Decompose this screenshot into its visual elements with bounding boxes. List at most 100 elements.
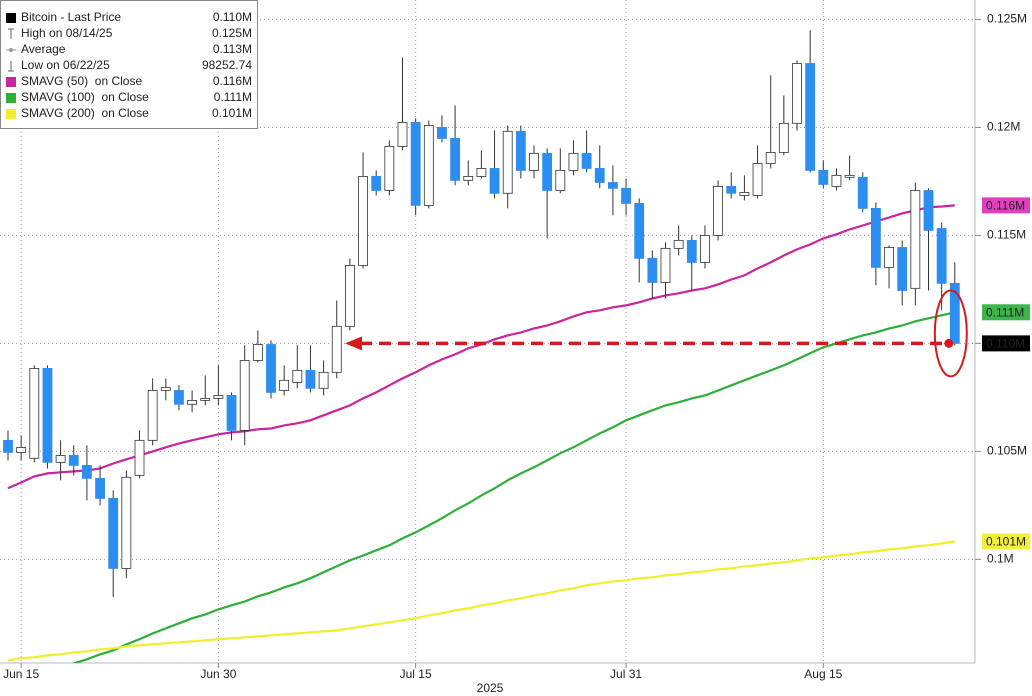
candle-body xyxy=(384,146,395,191)
legend-value: 0.110M xyxy=(213,10,252,24)
candle-body xyxy=(765,152,776,164)
candle-body xyxy=(884,247,894,268)
sma-line xyxy=(7,540,955,662)
legend-icon xyxy=(8,61,14,72)
candle-body xyxy=(213,395,224,399)
legend-icon xyxy=(9,48,13,52)
x-tick-label: Jul 15 xyxy=(400,667,432,681)
candle-body xyxy=(397,122,408,147)
candle-body xyxy=(423,125,434,206)
candle-body xyxy=(134,439,145,476)
x-tick-label: Aug 15 xyxy=(804,667,842,681)
candle-body xyxy=(147,390,158,441)
candle-body xyxy=(871,208,881,268)
candle-body xyxy=(897,247,908,291)
candle-body xyxy=(266,344,276,393)
candle-body xyxy=(555,169,566,191)
legend-label: SMAVG (100) on Close xyxy=(21,90,149,104)
legend-value: 0.113M xyxy=(213,42,252,56)
y-tick-label: 0.125M xyxy=(987,12,1027,26)
value-tag: 0.116M xyxy=(986,199,1025,213)
y-tick-label: 0.1M xyxy=(987,552,1014,566)
candle-body xyxy=(292,369,303,383)
legend-icon xyxy=(8,28,14,39)
legend-label: SMAVG (50) on Close xyxy=(21,74,142,88)
candle-body xyxy=(42,368,53,463)
candle-body xyxy=(121,476,132,569)
legend-swatch xyxy=(6,77,16,87)
candle-body xyxy=(358,176,368,266)
legend-value: 98252.74 xyxy=(202,58,252,72)
candles xyxy=(3,30,960,598)
value-tag: 0.101M xyxy=(986,535,1026,549)
legend-label: Average xyxy=(21,42,66,56)
candle-body xyxy=(305,369,316,389)
candle-body xyxy=(686,239,697,263)
legend: Bitcoin - Last Price 0.110M High on 08/14/… xyxy=(0,0,258,129)
candle-body xyxy=(949,282,960,344)
y-tick-label: 0.105M xyxy=(987,444,1027,458)
y-tick-label: 0.115M xyxy=(987,228,1026,242)
candle-body xyxy=(239,360,250,431)
value-tag-bg xyxy=(982,197,1030,214)
annotation-arrowhead xyxy=(345,336,362,351)
candle-body xyxy=(82,464,92,479)
candle-body xyxy=(621,187,631,204)
legend-value: 0.116M xyxy=(213,74,252,88)
legend-swatch xyxy=(6,109,16,119)
candle-body xyxy=(489,168,500,194)
candle-body xyxy=(700,234,710,263)
candle-body xyxy=(318,371,329,389)
x-tick-label: Jul 31 xyxy=(610,667,642,681)
candle-body xyxy=(160,387,171,391)
candle-body xyxy=(371,176,382,191)
value-tag-bg xyxy=(982,533,1030,550)
candle-body xyxy=(502,130,513,194)
candle-body xyxy=(660,247,671,283)
candle-body xyxy=(344,265,355,327)
candle-body xyxy=(174,390,184,405)
legend-label: Low on 06/22/25 xyxy=(21,58,110,72)
candle-body xyxy=(463,176,474,181)
candle-body xyxy=(568,152,579,171)
candle-body xyxy=(55,455,66,463)
candle-body xyxy=(923,190,934,231)
candle-body xyxy=(818,169,829,185)
y-tick-label: 0.12M xyxy=(987,120,1020,134)
candle-body xyxy=(542,152,553,191)
candle-body xyxy=(752,163,763,196)
candle-body xyxy=(726,185,737,194)
candle-body xyxy=(279,379,290,391)
candle-body xyxy=(647,257,658,283)
candle-body xyxy=(805,63,816,171)
legend-value: 0.111M xyxy=(214,90,252,104)
legend-box xyxy=(0,0,258,129)
legend-value: 0.101M xyxy=(212,106,252,120)
candle-body xyxy=(200,398,211,401)
candle-body xyxy=(936,228,947,284)
candle-body xyxy=(331,325,342,373)
candle-body xyxy=(713,185,723,236)
candle-body xyxy=(792,63,802,124)
candle-body xyxy=(410,122,421,206)
candle-body xyxy=(187,399,198,405)
candle-body xyxy=(739,192,750,196)
candle-body xyxy=(857,176,868,209)
x-tick-label: Jun 30 xyxy=(200,667,236,681)
candle-body xyxy=(608,182,618,189)
value-tag-bg xyxy=(982,304,1030,321)
sma-line xyxy=(71,311,956,663)
candle-body xyxy=(844,174,855,178)
value-tag: 0.111M xyxy=(986,305,1024,319)
legend-swatch xyxy=(6,13,16,23)
candle-body xyxy=(910,190,921,289)
legend-swatch xyxy=(6,93,16,103)
annotation-dot xyxy=(944,338,954,348)
annotation xyxy=(345,289,968,378)
candle-body xyxy=(437,127,447,139)
legend-label: High on 08/14/25 xyxy=(21,26,113,40)
candle-body xyxy=(594,168,605,183)
x-axis-year: 2025 xyxy=(477,681,504,695)
